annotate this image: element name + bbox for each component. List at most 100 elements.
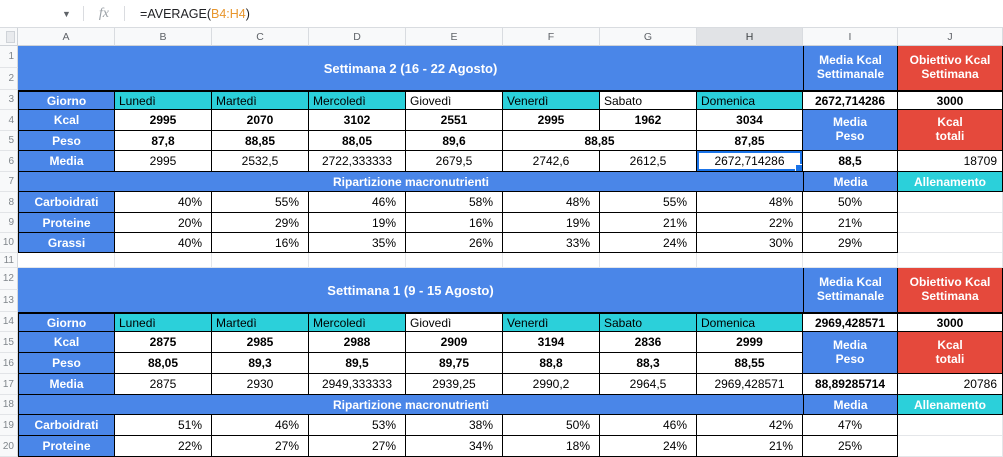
select-all-corner[interactable] (0, 28, 18, 46)
week2-peso-cell[interactable]: 87,85 (697, 131, 803, 151)
week2-proteine-cell[interactable]: 16% (406, 213, 503, 233)
week1-peso-label[interactable]: Peso (18, 353, 115, 374)
column-header-h-selected[interactable]: H (697, 28, 803, 46)
week1-carboidrati-cell[interactable]: 46% (600, 415, 697, 436)
week1-day-cell[interactable]: Martedì (212, 312, 309, 332)
week2-media-label[interactable]: Media (18, 151, 115, 172)
week2-proteine-cell[interactable]: 19% (309, 213, 406, 233)
week2-title-banner[interactable]: Settimana 2 (16 - 22 Agosto) (18, 46, 803, 90)
week1-title-banner[interactable]: Settimana 1 (9 - 15 Agosto) (18, 268, 803, 312)
week2-allenamento-header[interactable]: Allenamento (898, 172, 1003, 192)
week2-day-cell[interactable]: Mercoledì (309, 90, 406, 110)
empty-cell[interactable] (697, 253, 803, 268)
row-header-16[interactable]: 16 (0, 353, 18, 374)
row-header-8[interactable]: 8 (0, 192, 18, 213)
row-header-6[interactable]: 6 (0, 151, 18, 172)
row-header-2[interactable]: 2 (0, 68, 18, 90)
week1-obiettivo-header[interactable]: Obiettivo Kcal Settimana (898, 268, 1003, 312)
week2-proteine-label[interactable]: Proteine (18, 213, 115, 233)
row-header-9[interactable]: 9 (0, 213, 18, 233)
week2-day-cell[interactable]: Giovedì (406, 90, 503, 110)
week1-proteine-label[interactable]: Proteine (18, 436, 115, 457)
week2-grassi-cell[interactable]: 33% (503, 233, 600, 253)
week2-peso-cell[interactable]: 89,6 (406, 131, 503, 151)
week2-day-cell[interactable]: Martedì (212, 90, 309, 110)
empty-cell[interactable] (503, 253, 600, 268)
empty-cell[interactable] (406, 253, 503, 268)
week1-peso-cell[interactable]: 89,3 (212, 353, 309, 374)
week2-grassi-cell[interactable]: 24% (600, 233, 697, 253)
week1-kcal-totali-header[interactable]: Kcal totali (898, 332, 1003, 374)
week1-carboidrati-cell[interactable]: 38% (406, 415, 503, 436)
week1-proteine-cell[interactable]: 18% (503, 436, 600, 457)
week2-giorno-label[interactable]: Giorno (18, 90, 115, 110)
row-header-13[interactable]: 13 (0, 290, 18, 312)
week2-grassi-cell[interactable]: 30% (697, 233, 803, 253)
week1-media-cell[interactable]: 2949,333333 (309, 374, 406, 395)
column-header-c[interactable]: C (212, 28, 309, 46)
week2-day-cell[interactable]: Sabato (600, 90, 697, 110)
column-header-f[interactable]: F (503, 28, 600, 46)
column-header-e[interactable]: E (406, 28, 503, 46)
week1-day-cell[interactable]: Venerdì (503, 312, 600, 332)
week1-allenamento-header[interactable]: Allenamento (898, 395, 1003, 415)
week2-media-cell[interactable]: 2612,5 (600, 151, 697, 172)
week2-grassi-cell[interactable]: 35% (309, 233, 406, 253)
week1-media-label[interactable]: Media (18, 374, 115, 395)
week1-kcal-totali-value[interactable]: 20786 (898, 374, 1003, 395)
row-header-12[interactable]: 12 (0, 268, 18, 290)
empty-cell[interactable] (898, 415, 1003, 436)
week2-obiettivo-header[interactable]: Obiettivo Kcal Settimana (898, 46, 1003, 90)
selected-cell-h6[interactable]: 2672,714286 (697, 151, 803, 172)
week1-kcal-cell[interactable]: 2909 (406, 332, 503, 353)
week2-kcal-totali-value[interactable]: 18709 (898, 151, 1003, 172)
week1-media-cell[interactable]: 2990,2 (503, 374, 600, 395)
week1-media-kcal-value[interactable]: 2969,428571 (803, 312, 898, 332)
column-header-g[interactable]: G (600, 28, 697, 46)
row-header-1[interactable]: 1 (0, 46, 18, 68)
week2-kcal-cell[interactable]: 2995 (503, 110, 600, 131)
week1-day-cell[interactable]: Mercoledì (309, 312, 406, 332)
week1-giorno-label[interactable]: Giorno (18, 312, 115, 332)
empty-cell[interactable] (803, 253, 898, 268)
week1-proteine-cell[interactable]: 27% (212, 436, 309, 457)
week2-proteine-cell[interactable]: 19% (503, 213, 600, 233)
week1-kcal-cell[interactable]: 2836 (600, 332, 697, 353)
week2-ripartizione-banner[interactable]: Ripartizione macronutrienti (18, 172, 803, 192)
week1-proteine-cell[interactable]: 22% (115, 436, 212, 457)
week2-proteine-cell[interactable]: 20% (115, 213, 212, 233)
week1-peso-cell[interactable]: 88,05 (115, 353, 212, 374)
week2-kcal-cell[interactable]: 3034 (697, 110, 803, 131)
week2-grassi-cell[interactable]: 16% (212, 233, 309, 253)
week1-kcal-cell[interactable]: 2988 (309, 332, 406, 353)
week2-media-kcal-header[interactable]: Media Kcal Settimanale (803, 46, 898, 90)
week1-media-cell[interactable]: 2964,5 (600, 374, 697, 395)
row-header-11[interactable]: 11 (0, 253, 18, 268)
column-header-j[interactable]: J (898, 28, 1003, 46)
week2-proteine-cell[interactable]: 29% (212, 213, 309, 233)
week2-proteine-cell[interactable]: 21% (600, 213, 697, 233)
week1-media-col-header[interactable]: Media (803, 395, 898, 415)
week1-media-peso-value[interactable]: 88,89285714 (803, 374, 898, 395)
week2-peso-cell[interactable]: 88,85 (212, 131, 309, 151)
week2-media-cell[interactable]: 2722,333333 (309, 151, 406, 172)
week2-day-cell[interactable]: Venerdì (503, 90, 600, 110)
row-header-20[interactable]: 20 (0, 436, 18, 457)
week1-media-cell[interactable]: 2969,428571 (697, 374, 803, 395)
week1-peso-cell[interactable]: 89,5 (309, 353, 406, 374)
name-box-dropdown-icon[interactable]: ▼ (62, 8, 71, 19)
empty-cell[interactable] (212, 253, 309, 268)
week2-peso-cell[interactable]: 88,05 (309, 131, 406, 151)
empty-cell[interactable] (600, 253, 697, 268)
week2-media-col-header[interactable]: Media (803, 172, 898, 192)
week1-kcal-cell[interactable]: 2999 (697, 332, 803, 353)
week2-peso-cell[interactable]: 87,8 (115, 131, 212, 151)
week2-peso-label[interactable]: Peso (18, 131, 115, 151)
week1-proteine-cell[interactable]: 27% (309, 436, 406, 457)
week2-media-cell[interactable]: 2532,5 (212, 151, 309, 172)
week2-proteine-cell[interactable]: 22% (697, 213, 803, 233)
week2-kcal-cell[interactable]: 2995 (115, 110, 212, 131)
week2-grassi-media[interactable]: 29% (803, 233, 898, 253)
week1-peso-cell[interactable]: 89,75 (406, 353, 503, 374)
empty-cell[interactable] (115, 253, 212, 268)
